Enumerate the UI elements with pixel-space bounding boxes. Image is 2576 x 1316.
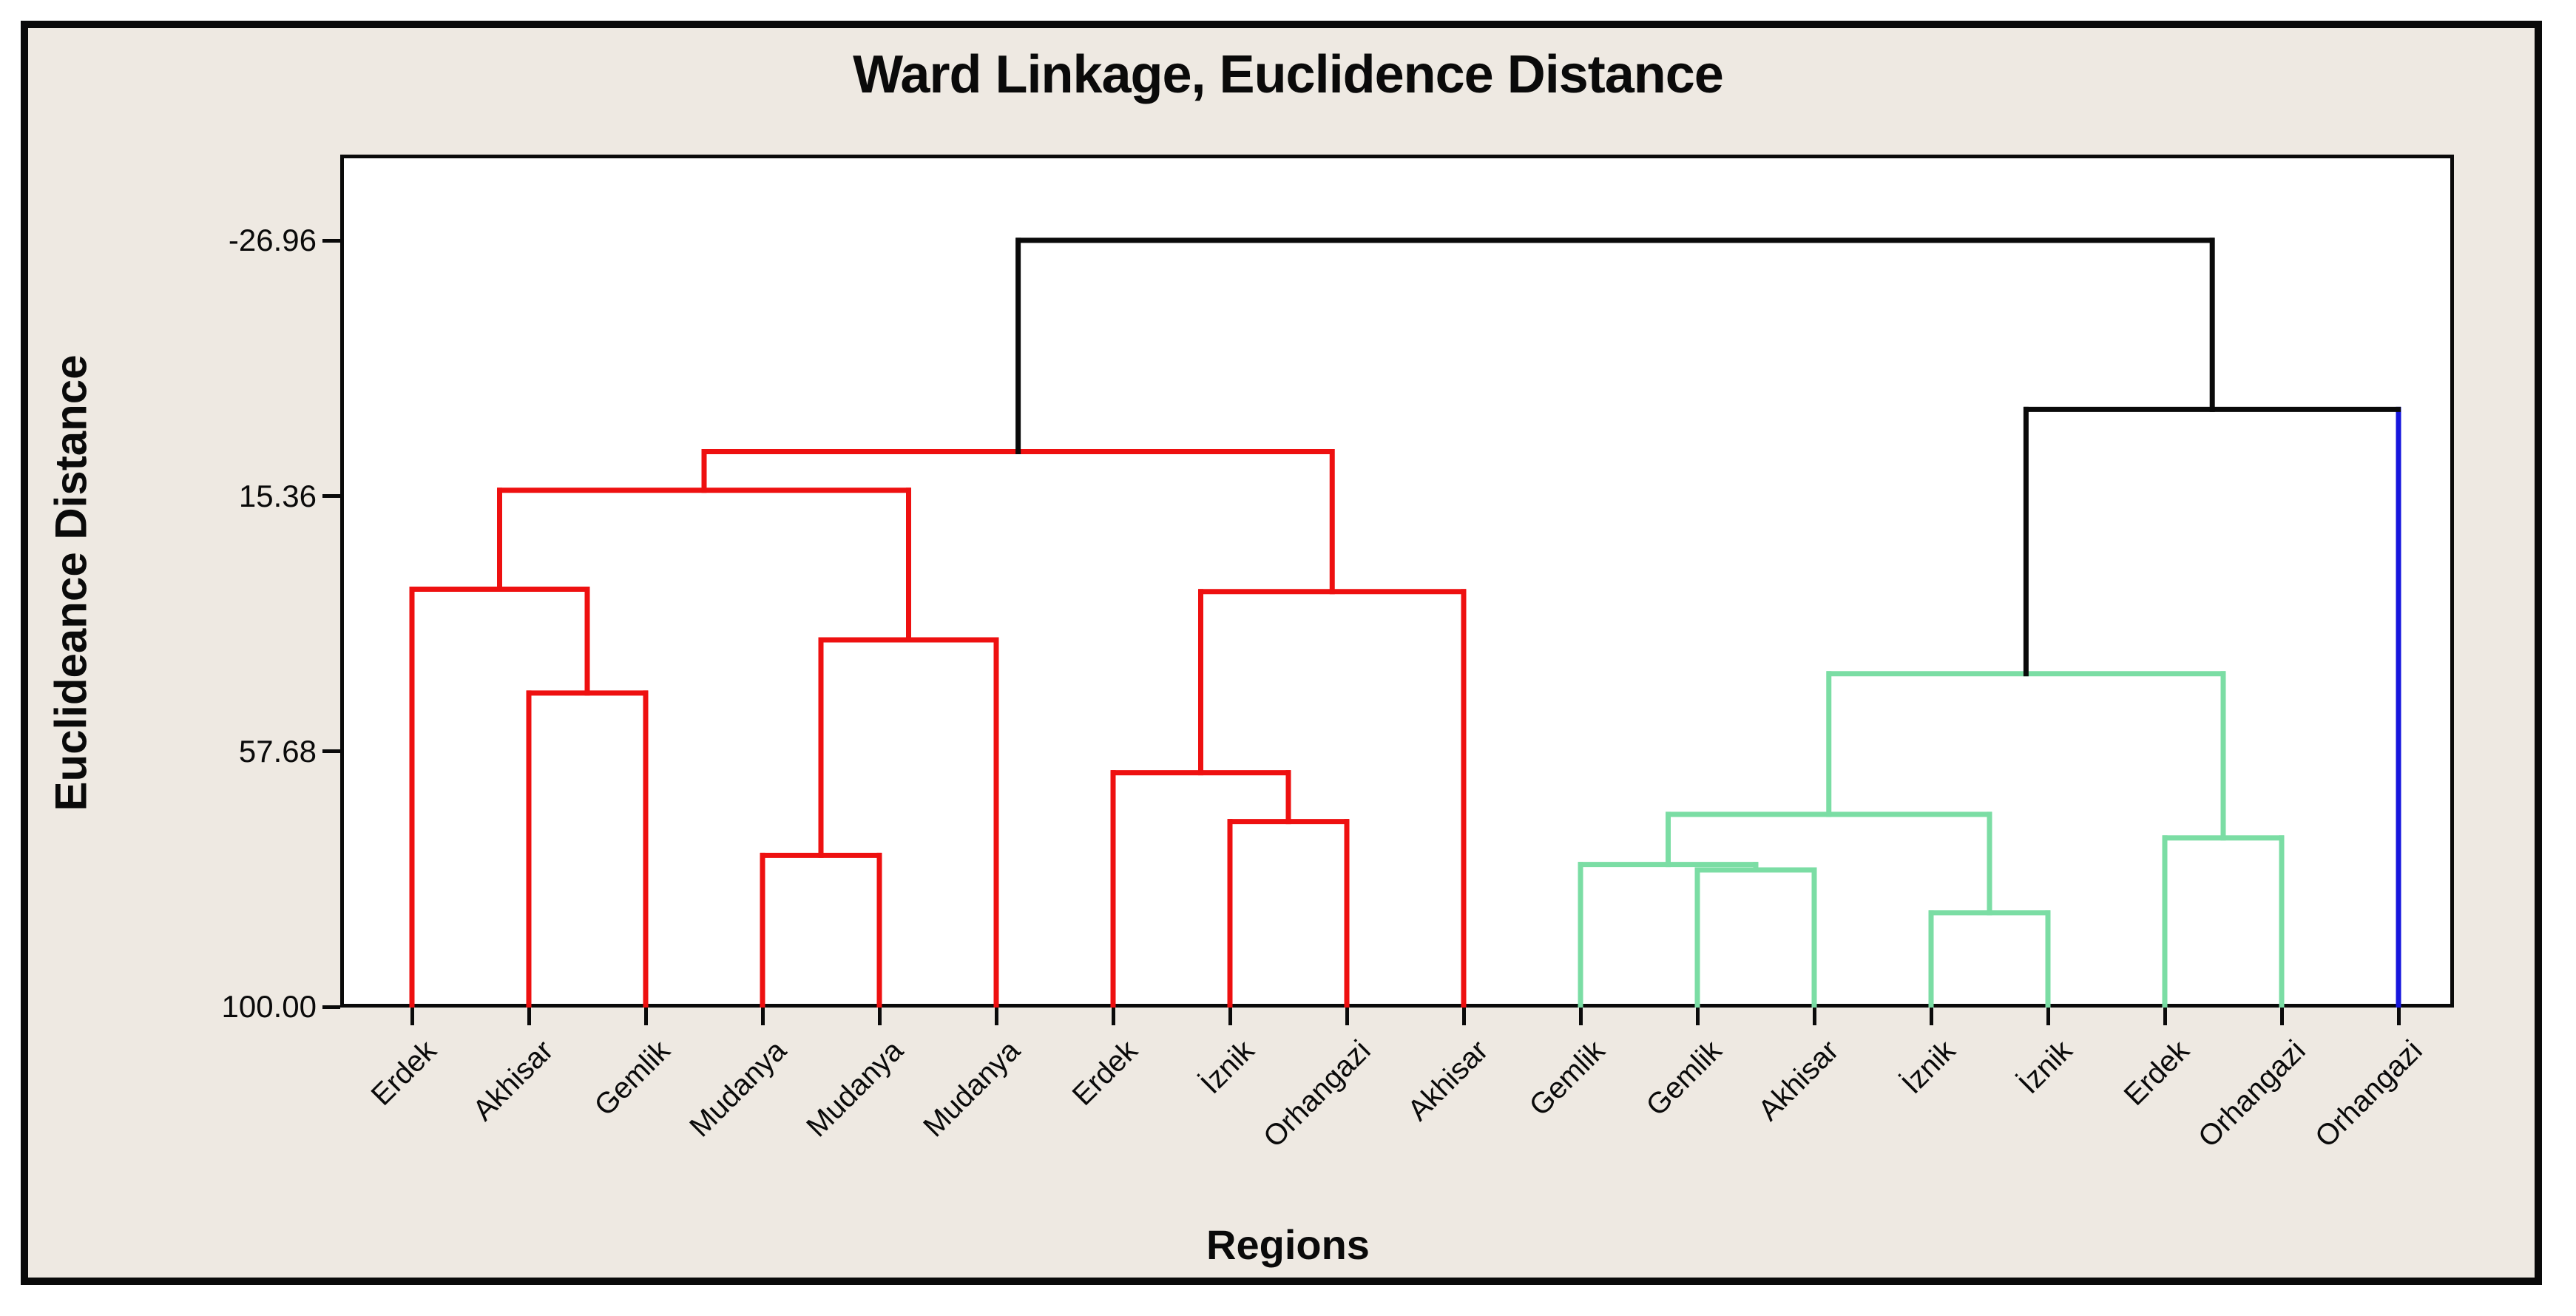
x-axis-tick xyxy=(2279,1008,2284,1025)
y-axis-tick xyxy=(322,494,340,499)
y-tick-label: -26.96 xyxy=(228,223,317,258)
y-axis-tick xyxy=(322,238,340,243)
x-axis-tick xyxy=(1228,1008,1232,1025)
y-axis-tick xyxy=(322,749,340,754)
x-axis-tick xyxy=(1111,1008,1115,1025)
x-axis-tick xyxy=(994,1008,998,1025)
x-axis-tick xyxy=(1929,1008,1933,1025)
x-axis-tick xyxy=(760,1008,765,1025)
x-axis-tick xyxy=(1812,1008,1816,1025)
x-axis-tick xyxy=(410,1008,414,1025)
chart-title: Ward Linkage, Euclidence Distance xyxy=(853,45,1724,104)
y-axis-title: Euclideance Distance xyxy=(46,354,96,811)
y-tick-label: 100.00 xyxy=(221,989,317,1025)
x-axis-tick xyxy=(1578,1008,1583,1025)
x-axis-tick xyxy=(2396,1008,2401,1025)
y-tick-label: 15.36 xyxy=(238,478,317,513)
x-axis-title: Regions xyxy=(1206,1221,1370,1268)
x-axis-tick xyxy=(527,1008,531,1025)
x-axis-tick xyxy=(2163,1008,2167,1025)
y-axis-tick xyxy=(322,1005,340,1009)
plot-area-border xyxy=(340,155,2454,1008)
x-axis-tick xyxy=(1461,1008,1466,1025)
x-axis-tick xyxy=(1695,1008,1700,1025)
x-axis-tick xyxy=(643,1008,648,1025)
x-axis-tick xyxy=(877,1008,882,1025)
x-axis-tick xyxy=(1345,1008,1349,1025)
y-tick-label: 57.68 xyxy=(238,733,317,769)
dendrogram-plot xyxy=(340,155,2454,1008)
x-axis-tick xyxy=(2046,1008,2050,1025)
